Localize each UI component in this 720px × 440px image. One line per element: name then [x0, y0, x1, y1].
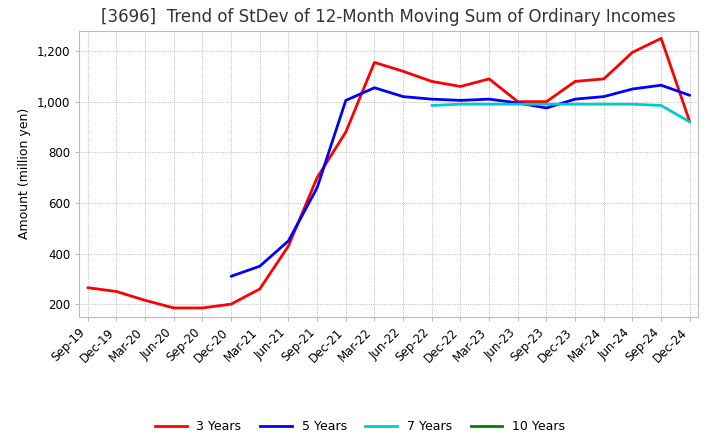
Line: 3 Years: 3 Years [88, 38, 690, 308]
3 Years [112, 289, 121, 294]
7 Years [513, 102, 522, 107]
5 Years [399, 94, 408, 99]
3 Years [256, 286, 264, 292]
7 Years [628, 102, 636, 107]
3 Years [600, 76, 608, 81]
3 Years [284, 243, 293, 249]
7 Years [571, 102, 580, 107]
7 Years [542, 102, 551, 107]
3 Years [657, 36, 665, 41]
3 Years [513, 99, 522, 104]
3 Years [169, 305, 178, 311]
5 Years [370, 85, 379, 90]
5 Years [628, 86, 636, 92]
3 Years [485, 76, 493, 81]
5 Years [312, 185, 321, 191]
3 Years [428, 79, 436, 84]
Line: 5 Years: 5 Years [231, 85, 690, 276]
3 Years [542, 99, 551, 104]
3 Years [312, 175, 321, 180]
5 Years [284, 238, 293, 243]
5 Years [485, 96, 493, 102]
5 Years [542, 105, 551, 110]
Line: 7 Years: 7 Years [432, 104, 690, 122]
3 Years [685, 119, 694, 125]
5 Years [571, 96, 580, 102]
5 Years [341, 98, 350, 103]
5 Years [256, 264, 264, 269]
7 Years [657, 103, 665, 108]
3 Years [227, 301, 235, 307]
5 Years [227, 274, 235, 279]
5 Years [657, 83, 665, 88]
3 Years [399, 69, 408, 74]
7 Years [485, 102, 493, 107]
5 Years [600, 94, 608, 99]
Legend: 3 Years, 5 Years, 7 Years, 10 Years: 3 Years, 5 Years, 7 Years, 10 Years [150, 415, 570, 438]
5 Years [513, 100, 522, 106]
3 Years [456, 84, 465, 89]
3 Years [628, 50, 636, 55]
3 Years [341, 129, 350, 135]
5 Years [456, 98, 465, 103]
5 Years [428, 96, 436, 102]
7 Years [685, 119, 694, 125]
7 Years [600, 102, 608, 107]
3 Years [571, 79, 580, 84]
Title: [3696]  Trend of StDev of 12-Month Moving Sum of Ordinary Incomes: [3696] Trend of StDev of 12-Month Moving… [102, 8, 676, 26]
Y-axis label: Amount (million yen): Amount (million yen) [18, 108, 31, 239]
3 Years [370, 60, 379, 65]
3 Years [141, 298, 150, 303]
7 Years [456, 102, 465, 107]
5 Years [685, 93, 694, 98]
3 Years [198, 305, 207, 311]
3 Years [84, 285, 92, 290]
7 Years [428, 103, 436, 108]
